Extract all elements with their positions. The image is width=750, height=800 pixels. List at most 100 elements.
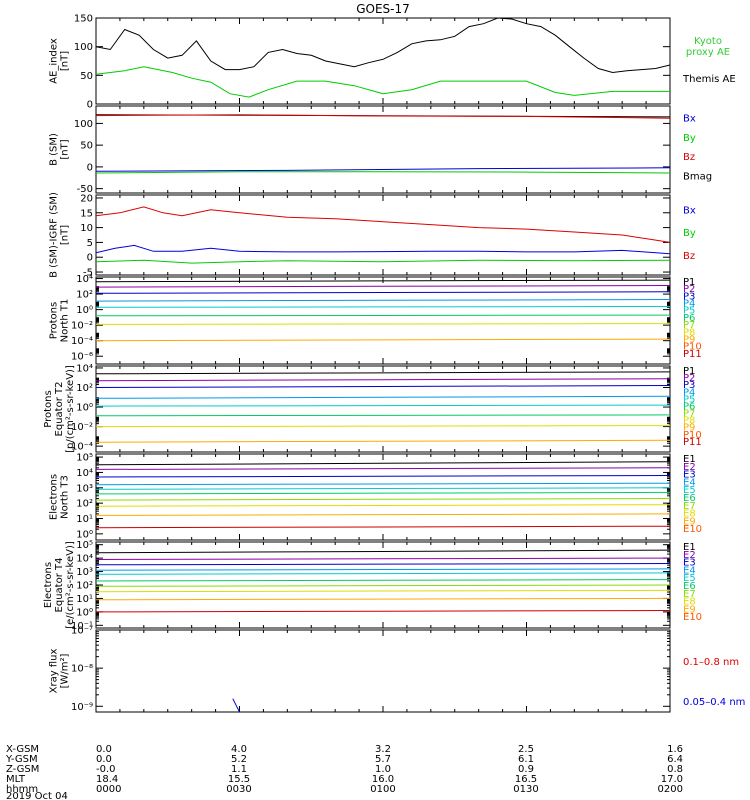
legend-entry: P7 xyxy=(683,409,695,420)
legend-entry: 0.05–0.4 nm xyxy=(683,697,745,708)
legend-entry: E7 xyxy=(683,501,696,512)
footer-value: 0200 xyxy=(658,784,683,795)
series-line-e1 xyxy=(96,461,670,466)
series-line-p6 xyxy=(96,414,670,417)
legend-entry: P11 xyxy=(683,349,702,360)
legend-entry: P6 xyxy=(683,401,695,412)
y-axis-label: Equator T2 xyxy=(54,382,65,437)
series-line-by xyxy=(96,171,670,174)
footer-value: 0.0 xyxy=(96,754,112,765)
legend-entry: Bx xyxy=(683,113,696,124)
series-line-e8 xyxy=(96,504,670,507)
legend-entry: P10 xyxy=(683,430,702,441)
y-axis-label: [nT] xyxy=(60,139,71,159)
footer-value: 1.0 xyxy=(375,764,391,775)
legend-entry: P1 xyxy=(683,366,695,377)
series-line-0-05-0-4-nm xyxy=(232,698,240,712)
y-axis-label: AE_index xyxy=(49,38,60,84)
legend-entry: P5 xyxy=(683,306,695,317)
footer-value: 15.5 xyxy=(228,774,250,785)
footer-row-label: MLT xyxy=(6,774,26,785)
legend-entry: P7 xyxy=(683,320,695,331)
y-axis-label: Equator T4 xyxy=(54,558,65,613)
legend-entry: P2 xyxy=(683,284,695,295)
legend-entry: E7 xyxy=(683,589,696,600)
series-line-p2 xyxy=(96,378,670,382)
y-tick-label: 10⁻⁶ xyxy=(71,352,93,363)
series-line-e7 xyxy=(96,584,670,587)
legend-entry: By xyxy=(683,133,696,144)
y-tick-label: 10⁵ xyxy=(76,540,93,551)
legend-entry: P11 xyxy=(683,437,702,448)
y-tick-label: 10⁴ xyxy=(76,468,93,479)
footer-value: 0130 xyxy=(513,784,538,795)
y-tick-label: 10¹ xyxy=(76,514,93,525)
footer-value: 18.4 xyxy=(96,774,118,785)
panel-frame xyxy=(95,105,671,194)
legend-entry: E10 xyxy=(683,524,702,535)
legend-entry: E6 xyxy=(683,581,696,592)
series-line-bz xyxy=(96,114,670,119)
y-tick-label: 10⁴ xyxy=(76,554,93,565)
y-tick-label: 10⁻² xyxy=(71,422,93,433)
panel-ee: 10⁵ 10⁴ 10³ 10² 10¹ 10⁰ 10⁻¹ Electrons Equator T… xyxy=(43,540,702,632)
y-tick-label: 15 xyxy=(80,208,93,219)
footer-value: 0.9 xyxy=(518,764,534,775)
y-tick-label: 10³ xyxy=(76,567,93,578)
series-line-e4 xyxy=(96,482,670,486)
series-line-e8 xyxy=(96,589,670,593)
y-tick-label: -5 xyxy=(83,268,93,279)
footer-value: 0030 xyxy=(226,784,251,795)
legend-entry: Bmag xyxy=(683,171,712,182)
legend-entry: Bz xyxy=(683,152,695,163)
series-line-e1 xyxy=(96,549,670,554)
legend-entry: E3 xyxy=(683,558,696,569)
y-tick-label: -50 xyxy=(77,184,93,195)
legend-entry: E3 xyxy=(683,470,696,481)
series-line-p5 xyxy=(96,404,670,407)
y-axis-label: [p/(cm²-s-sr-keV)] xyxy=(65,365,76,453)
series-line-by xyxy=(96,259,670,264)
series-line-bx xyxy=(96,244,670,255)
footer-value: 0.0 xyxy=(96,744,112,755)
y-tick-label: 20 xyxy=(80,193,93,204)
footer-value: 6.1 xyxy=(518,754,534,765)
panel-frame xyxy=(95,17,671,105)
panel-pe: 10⁴ 10² 10⁰ 10⁻² 10⁻⁴ Protons Equator T2 [p/(cm… xyxy=(43,363,702,452)
y-tick-label: 10 xyxy=(80,223,93,234)
legend-entry: Themis AE xyxy=(682,74,736,85)
footer-value: 17.0 xyxy=(661,774,683,785)
y-tick-label: 100 xyxy=(74,42,93,53)
legend-entry: E1 xyxy=(683,542,696,553)
y-tick-label: 10⁰ xyxy=(76,403,93,414)
panel-bsm: -50 0 50 100 B (SM) [nT] Bx By Bz Bmag xyxy=(49,105,712,195)
y-tick-label: 10⁰ xyxy=(76,529,93,540)
series-line-p9 xyxy=(96,338,670,342)
y-tick-label: 10⁻⁹ xyxy=(71,702,93,713)
legend-entry: E4 xyxy=(683,565,696,576)
y-axis-label: Protons xyxy=(43,390,54,427)
series-line-p4 xyxy=(96,395,670,399)
series-line-p5 xyxy=(96,306,670,308)
legend-entry: proxy AE xyxy=(686,47,730,58)
y-tick-label: 10⁻⁴ xyxy=(71,442,93,453)
footer-value: 0000 xyxy=(96,784,121,795)
series-line-e10 xyxy=(96,610,670,613)
panel-frame xyxy=(95,276,671,365)
y-tick-label: 10⁰ xyxy=(76,607,93,618)
footer-row-label: hhmm xyxy=(6,784,38,795)
series-line-p1 xyxy=(96,279,670,283)
y-axis-label: North T1 xyxy=(60,299,71,343)
legend-entry: P9 xyxy=(683,423,695,434)
y-tick-label: 10¹ xyxy=(76,594,93,605)
legend-entry: 0.1–0.8 nm xyxy=(683,657,739,668)
legend-entry: P9 xyxy=(683,334,695,345)
y-tick-label: 10⁻¹ xyxy=(71,621,93,632)
series-line-e9 xyxy=(96,513,670,516)
series-line-e6 xyxy=(96,491,670,495)
legend-entry: E9 xyxy=(683,516,696,527)
